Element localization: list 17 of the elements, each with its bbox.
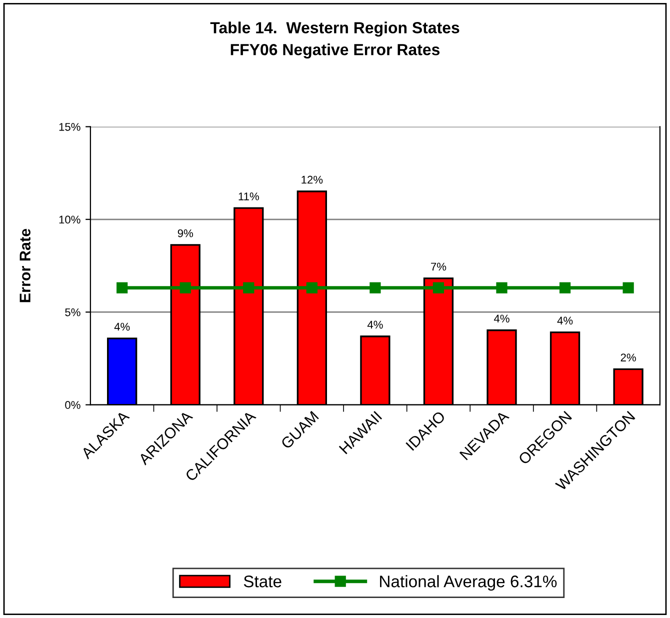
- y-axis-title: Error Rate: [20, 228, 30, 302]
- data-label: 4%: [557, 316, 573, 325]
- y-tick-label: 0%: [65, 401, 80, 409]
- data-label: 4%: [494, 314, 510, 322]
- data-label: 9%: [178, 229, 193, 238]
- y-tick-label: 10%: [59, 216, 80, 224]
- data-label: 4%: [114, 322, 130, 331]
- data-label: 11%: [238, 192, 259, 200]
- y-tick-label: 15%: [59, 123, 80, 131]
- data-label: 7%: [431, 262, 446, 271]
- data-label: 12%: [302, 176, 323, 184]
- y-tick-label: 5%: [65, 308, 80, 316]
- legend-label: State: [244, 576, 282, 588]
- chart-title: Table 14. Western Region States FFY06 Negative Error Rates: [210, 22, 460, 58]
- data-label: 2%: [620, 354, 636, 362]
- data-label: 4%: [367, 320, 383, 329]
- legend-label: National Average 6.31%: [380, 575, 557, 591]
